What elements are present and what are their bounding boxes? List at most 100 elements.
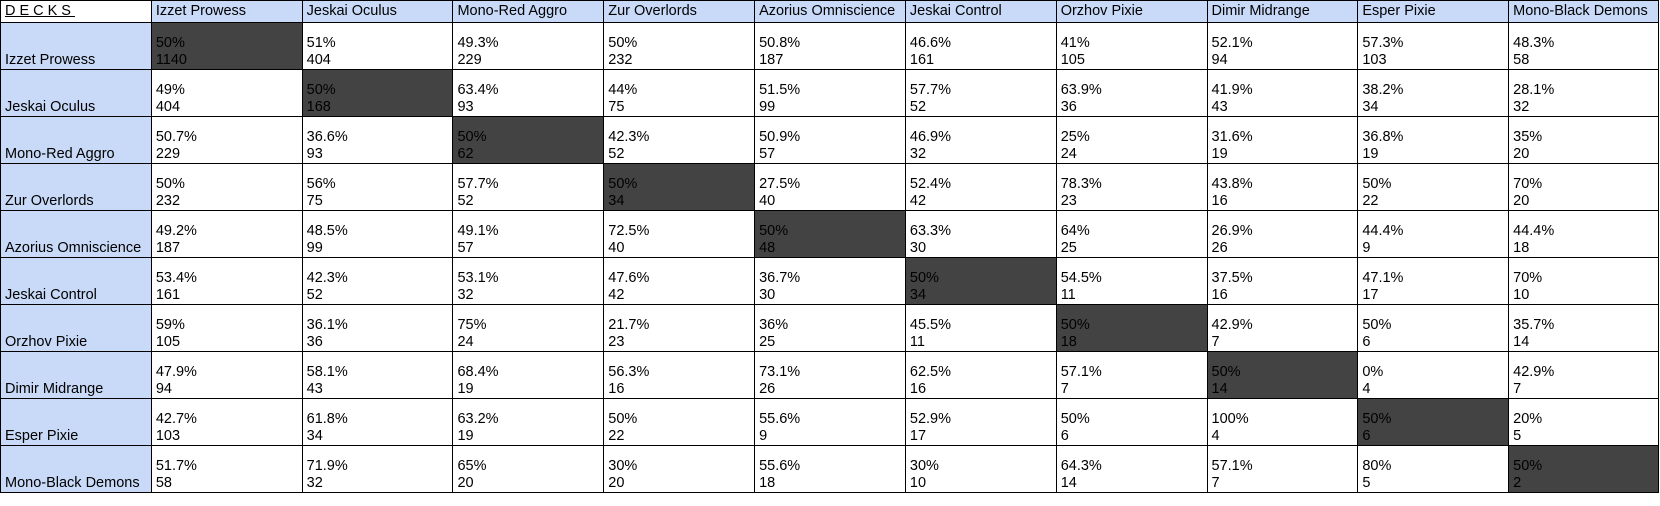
- matchup-cell[interactable]: 48.5% 99: [301, 210, 454, 258]
- column-header-azorius-omniscience[interactable]: Azorius Omniscience: [754, 0, 906, 23]
- matchup-cell[interactable]: 70% 10: [1508, 257, 1659, 305]
- matchup-cell[interactable]: 25% 24: [1055, 116, 1208, 164]
- matchup-cell[interactable]: 26.9% 26: [1206, 210, 1359, 258]
- matchup-cell[interactable]: 100% 4: [1206, 398, 1359, 446]
- mirror-match-cell[interactable]: 50% 6: [1357, 398, 1510, 446]
- mirror-match-cell[interactable]: 50% 18: [1055, 304, 1208, 352]
- matchup-cell[interactable]: 50% 6: [1357, 304, 1510, 352]
- column-header-jeskai-oculus[interactable]: Jeskai Oculus: [301, 0, 454, 23]
- matchup-cell[interactable]: 50% 6: [1055, 398, 1208, 446]
- matchup-cell[interactable]: 42.3% 52: [301, 257, 454, 305]
- matchup-cell[interactable]: 55.6% 18: [754, 445, 906, 493]
- mirror-match-cell[interactable]: 50% 48: [754, 210, 906, 258]
- matchup-cell[interactable]: 36.6% 93: [301, 116, 454, 164]
- matchup-cell[interactable]: 58.1% 43: [301, 351, 454, 399]
- matchup-cell[interactable]: 57.3% 103: [1357, 22, 1510, 70]
- mirror-match-cell[interactable]: 50% 2: [1508, 445, 1659, 493]
- matchup-cell[interactable]: 45.5% 11: [904, 304, 1057, 352]
- row-header-izzet-prowess[interactable]: Izzet Prowess: [0, 22, 152, 70]
- matchup-cell[interactable]: 37.5% 16: [1206, 257, 1359, 305]
- matchup-cell[interactable]: 52.9% 17: [904, 398, 1057, 446]
- matchup-cell[interactable]: 51.5% 99: [754, 69, 906, 117]
- matchup-cell[interactable]: 36% 25: [754, 304, 906, 352]
- matchup-cell[interactable]: 36.7% 30: [754, 257, 906, 305]
- matchup-cell[interactable]: 52.4% 42: [904, 163, 1057, 211]
- matchup-cell[interactable]: 56.3% 16: [603, 351, 756, 399]
- matchup-cell[interactable]: 64% 25: [1055, 210, 1208, 258]
- matchup-cell[interactable]: 50.8% 187: [754, 22, 906, 70]
- matchup-cell[interactable]: 35% 20: [1508, 116, 1659, 164]
- column-header-mono-red-aggro[interactable]: Mono-Red Aggro: [452, 0, 605, 23]
- matchup-cell[interactable]: 28.1% 32: [1508, 69, 1659, 117]
- row-header-jeskai-oculus[interactable]: Jeskai Oculus: [0, 69, 152, 117]
- matchup-cell[interactable]: 41.9% 43: [1206, 69, 1359, 117]
- matchup-cell[interactable]: 73.1% 26: [754, 351, 906, 399]
- matchup-cell[interactable]: 53.4% 161: [150, 257, 303, 305]
- matchup-cell[interactable]: 42.3% 52: [603, 116, 756, 164]
- matchup-cell[interactable]: 64.3% 14: [1055, 445, 1208, 493]
- matchup-cell[interactable]: 72.5% 40: [603, 210, 756, 258]
- matchup-cell[interactable]: 49% 404: [150, 69, 303, 117]
- matchup-cell[interactable]: 50% 22: [1357, 163, 1510, 211]
- matchup-cell[interactable]: 63.4% 93: [452, 69, 605, 117]
- matchup-cell[interactable]: 50.7% 229: [150, 116, 303, 164]
- matchup-cell[interactable]: 46.9% 32: [904, 116, 1057, 164]
- row-header-orzhov-pixie[interactable]: Orzhov Pixie: [0, 304, 152, 352]
- matchup-cell[interactable]: 68.4% 19: [452, 351, 605, 399]
- matchup-cell[interactable]: 52.1% 94: [1206, 22, 1359, 70]
- column-header-orzhov-pixie[interactable]: Orzhov Pixie: [1055, 0, 1208, 23]
- matchup-cell[interactable]: 53.1% 32: [452, 257, 605, 305]
- row-header-esper-pixie[interactable]: Esper Pixie: [0, 398, 152, 446]
- matchup-cell[interactable]: 42.9% 7: [1206, 304, 1359, 352]
- matchup-cell[interactable]: 75% 24: [452, 304, 605, 352]
- row-header-mono-black-demons[interactable]: Mono-Black Demons: [0, 445, 152, 493]
- mirror-match-cell[interactable]: 50% 1140: [150, 22, 303, 70]
- matchup-cell[interactable]: 36.8% 19: [1357, 116, 1510, 164]
- matchup-cell[interactable]: 44.4% 9: [1357, 210, 1510, 258]
- matchup-cell[interactable]: 59% 105: [150, 304, 303, 352]
- matchup-cell[interactable]: 42.9% 7: [1508, 351, 1659, 399]
- row-header-zur-overlords[interactable]: Zur Overlords: [0, 163, 152, 211]
- column-header-zur-overlords[interactable]: Zur Overlords: [603, 0, 756, 23]
- matchup-cell[interactable]: 38.2% 34: [1357, 69, 1510, 117]
- matchup-cell[interactable]: 55.6% 9: [754, 398, 906, 446]
- matchup-cell[interactable]: 57.7% 52: [452, 163, 605, 211]
- matchup-cell[interactable]: 0% 4: [1357, 351, 1510, 399]
- matchup-cell[interactable]: 42.7% 103: [150, 398, 303, 446]
- mirror-match-cell[interactable]: 50% 34: [603, 163, 756, 211]
- column-header-izzet-prowess[interactable]: Izzet Prowess: [150, 0, 303, 23]
- column-header-jeskai-control[interactable]: Jeskai Control: [904, 0, 1057, 23]
- matchup-cell[interactable]: 65% 20: [452, 445, 605, 493]
- matchup-cell[interactable]: 30% 20: [603, 445, 756, 493]
- matchup-cell[interactable]: 51.7% 58: [150, 445, 303, 493]
- matchup-cell[interactable]: 62.5% 16: [904, 351, 1057, 399]
- matchup-cell[interactable]: 49.1% 57: [452, 210, 605, 258]
- matchup-cell[interactable]: 70% 20: [1508, 163, 1659, 211]
- matchup-cell[interactable]: 80% 5: [1357, 445, 1510, 493]
- matchup-cell[interactable]: 48.3% 58: [1508, 22, 1659, 70]
- matchup-cell[interactable]: 56% 75: [301, 163, 454, 211]
- matchup-cell[interactable]: 47.9% 94: [150, 351, 303, 399]
- mirror-match-cell[interactable]: 50% 168: [301, 69, 454, 117]
- mirror-match-cell[interactable]: 50% 34: [904, 257, 1057, 305]
- matchup-cell[interactable]: 57.1% 7: [1055, 351, 1208, 399]
- matchup-cell[interactable]: 44.4% 18: [1508, 210, 1659, 258]
- matchup-cell[interactable]: 50% 22: [603, 398, 756, 446]
- matchup-cell[interactable]: 71.9% 32: [301, 445, 454, 493]
- matchup-cell[interactable]: 50% 232: [150, 163, 303, 211]
- matchup-cell[interactable]: 50.9% 57: [754, 116, 906, 164]
- matchup-cell[interactable]: 46.6% 161: [904, 22, 1057, 70]
- matchup-cell[interactable]: 21.7% 23: [603, 304, 756, 352]
- matchup-cell[interactable]: 63.3% 30: [904, 210, 1057, 258]
- matchup-cell[interactable]: 41% 105: [1055, 22, 1208, 70]
- matchup-cell[interactable]: 63.9% 36: [1055, 69, 1208, 117]
- mirror-match-cell[interactable]: 50% 62: [452, 116, 605, 164]
- matchup-cell[interactable]: 49.3% 229: [452, 22, 605, 70]
- row-header-jeskai-control[interactable]: Jeskai Control: [0, 257, 152, 305]
- matchup-cell[interactable]: 36.1% 36: [301, 304, 454, 352]
- matchup-cell[interactable]: 54.5% 11: [1055, 257, 1208, 305]
- row-header-dimir-midrange[interactable]: Dimir Midrange: [0, 351, 152, 399]
- matchup-cell[interactable]: 61.8% 34: [301, 398, 454, 446]
- column-header-dimir-midrange[interactable]: Dimir Midrange: [1206, 0, 1359, 23]
- matchup-cell[interactable]: 20% 5: [1508, 398, 1659, 446]
